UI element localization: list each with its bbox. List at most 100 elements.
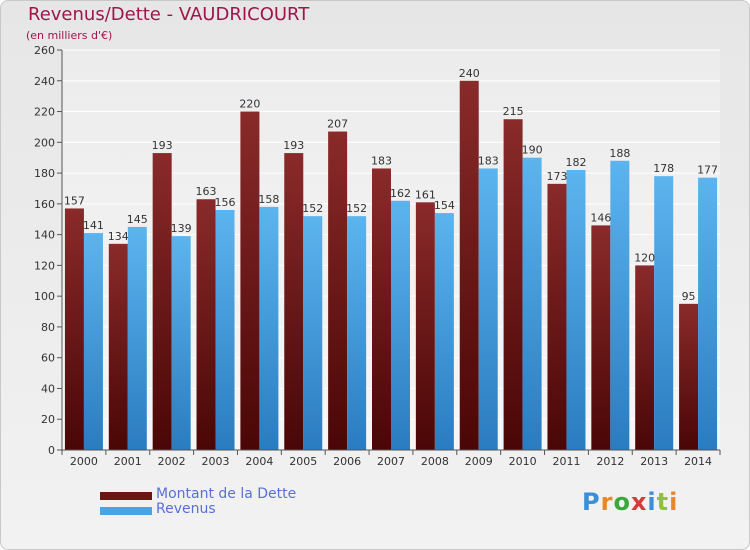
x-tick-label: 2010 [509, 455, 537, 468]
data-label-revenus: 145 [127, 213, 148, 226]
bar-revenus [347, 216, 367, 450]
bar-dette [284, 153, 304, 451]
legend-label-revenus: Revenus [156, 501, 216, 517]
data-label-revenus: 158 [258, 193, 279, 206]
y-tick-label: 80 [41, 321, 55, 334]
legend-swatch-debt [100, 492, 152, 500]
bar-revenus [303, 216, 323, 450]
bar-revenus [259, 206, 279, 450]
data-label-revenus: 152 [302, 202, 323, 215]
data-label-revenus: 188 [609, 147, 630, 160]
legend-swatch-revenus [100, 507, 152, 515]
x-tick-label: 2000 [70, 455, 98, 468]
bar-revenus [610, 160, 630, 450]
data-label-dette: 146 [590, 211, 611, 224]
bar-revenus [83, 233, 103, 450]
data-label-dette: 220 [239, 98, 260, 111]
y-tick-label: 120 [34, 259, 55, 272]
x-tick-label: 2014 [684, 455, 712, 468]
data-label-revenus: 156 [215, 196, 236, 209]
data-label-revenus: 162 [390, 187, 411, 200]
bar-revenus [566, 170, 586, 450]
data-label-dette: 161 [415, 188, 436, 201]
logo-letter: i [647, 488, 657, 516]
bar-revenus [654, 176, 674, 450]
data-label-dette: 240 [459, 67, 480, 80]
x-tick-label: 2012 [596, 455, 624, 468]
data-label-dette: 183 [371, 154, 392, 167]
y-tick-label: 60 [41, 352, 55, 365]
bar-dette [503, 119, 523, 450]
y-tick-label: 260 [34, 44, 55, 57]
y-tick-label: 160 [34, 198, 55, 211]
x-tick-label: 2007 [377, 455, 405, 468]
bar-dette [547, 183, 567, 450]
bar-dette [240, 111, 260, 451]
bar-revenus [215, 210, 235, 450]
data-label-dette: 173 [546, 170, 567, 183]
bar-dette [591, 225, 611, 450]
y-tick-label: 220 [34, 106, 55, 119]
data-label-revenus: 182 [565, 156, 586, 169]
logo-letter: r [600, 488, 614, 516]
bar-revenus [522, 157, 542, 450]
bar-dette [415, 202, 435, 450]
y-tick-label: 140 [34, 229, 55, 242]
y-tick-label: 180 [34, 167, 55, 180]
logo-letter: x [630, 488, 648, 516]
bar-dette [108, 243, 128, 450]
x-tick-label: 2011 [552, 455, 580, 468]
logo-letter: i [669, 488, 679, 516]
data-label-revenus: 141 [83, 219, 104, 232]
y-tick-label: 20 [41, 413, 55, 426]
y-tick-label: 0 [48, 444, 55, 457]
bar-dette [152, 153, 172, 451]
y-tick-label: 240 [34, 75, 55, 88]
data-label-revenus: 177 [697, 164, 718, 177]
data-label-revenus: 154 [434, 199, 455, 212]
logo-letter: t [656, 488, 670, 516]
data-label-dette: 163 [196, 185, 217, 198]
x-tick-label: 2002 [158, 455, 186, 468]
bar-revenus [434, 213, 454, 450]
chart-title: Revenus/Dette - VAUDRICOURT [28, 4, 310, 25]
data-label-revenus: 152 [346, 202, 367, 215]
x-tick-label: 2003 [202, 455, 230, 468]
x-tick-label: 2006 [333, 455, 361, 468]
data-label-dette: 157 [64, 194, 85, 207]
bar-dette [64, 208, 84, 450]
bar-revenus [171, 236, 191, 450]
data-label-dette: 207 [327, 118, 348, 131]
x-tick-label: 2004 [245, 455, 273, 468]
bar-revenus [391, 200, 410, 450]
x-tick-label: 2009 [465, 455, 493, 468]
data-label-revenus: 183 [478, 154, 499, 167]
data-label-revenus: 190 [522, 144, 543, 157]
x-tick-label: 2001 [114, 455, 142, 468]
data-label-dette: 193 [152, 139, 173, 152]
logo-letter: P [582, 488, 601, 516]
bar-dette [459, 80, 479, 451]
data-label-dette: 215 [503, 105, 524, 118]
data-label-revenus: 178 [653, 162, 674, 175]
bar-dette [196, 199, 216, 450]
x-tick-label: 2005 [289, 455, 317, 468]
y-tick-label: 40 [41, 382, 55, 395]
bar-dette [328, 131, 348, 451]
y-tick-label: 200 [34, 136, 55, 149]
data-label-dette: 134 [108, 230, 129, 243]
bar-dette [679, 303, 699, 450]
bar-revenus [698, 177, 718, 450]
bar-dette [372, 168, 391, 450]
y-tick-label: 100 [34, 290, 55, 303]
legend-label-debt: Montant de la Dette [156, 486, 297, 502]
proxiti-logo: Proxiti [582, 488, 678, 516]
data-label-dette: 193 [283, 139, 304, 152]
bar-revenus [478, 168, 498, 450]
data-label-dette: 95 [682, 290, 696, 303]
logo-letter: o [613, 488, 631, 516]
x-tick-label: 2013 [640, 455, 668, 468]
bar-dette [635, 265, 655, 450]
x-tick-label: 2008 [421, 455, 449, 468]
